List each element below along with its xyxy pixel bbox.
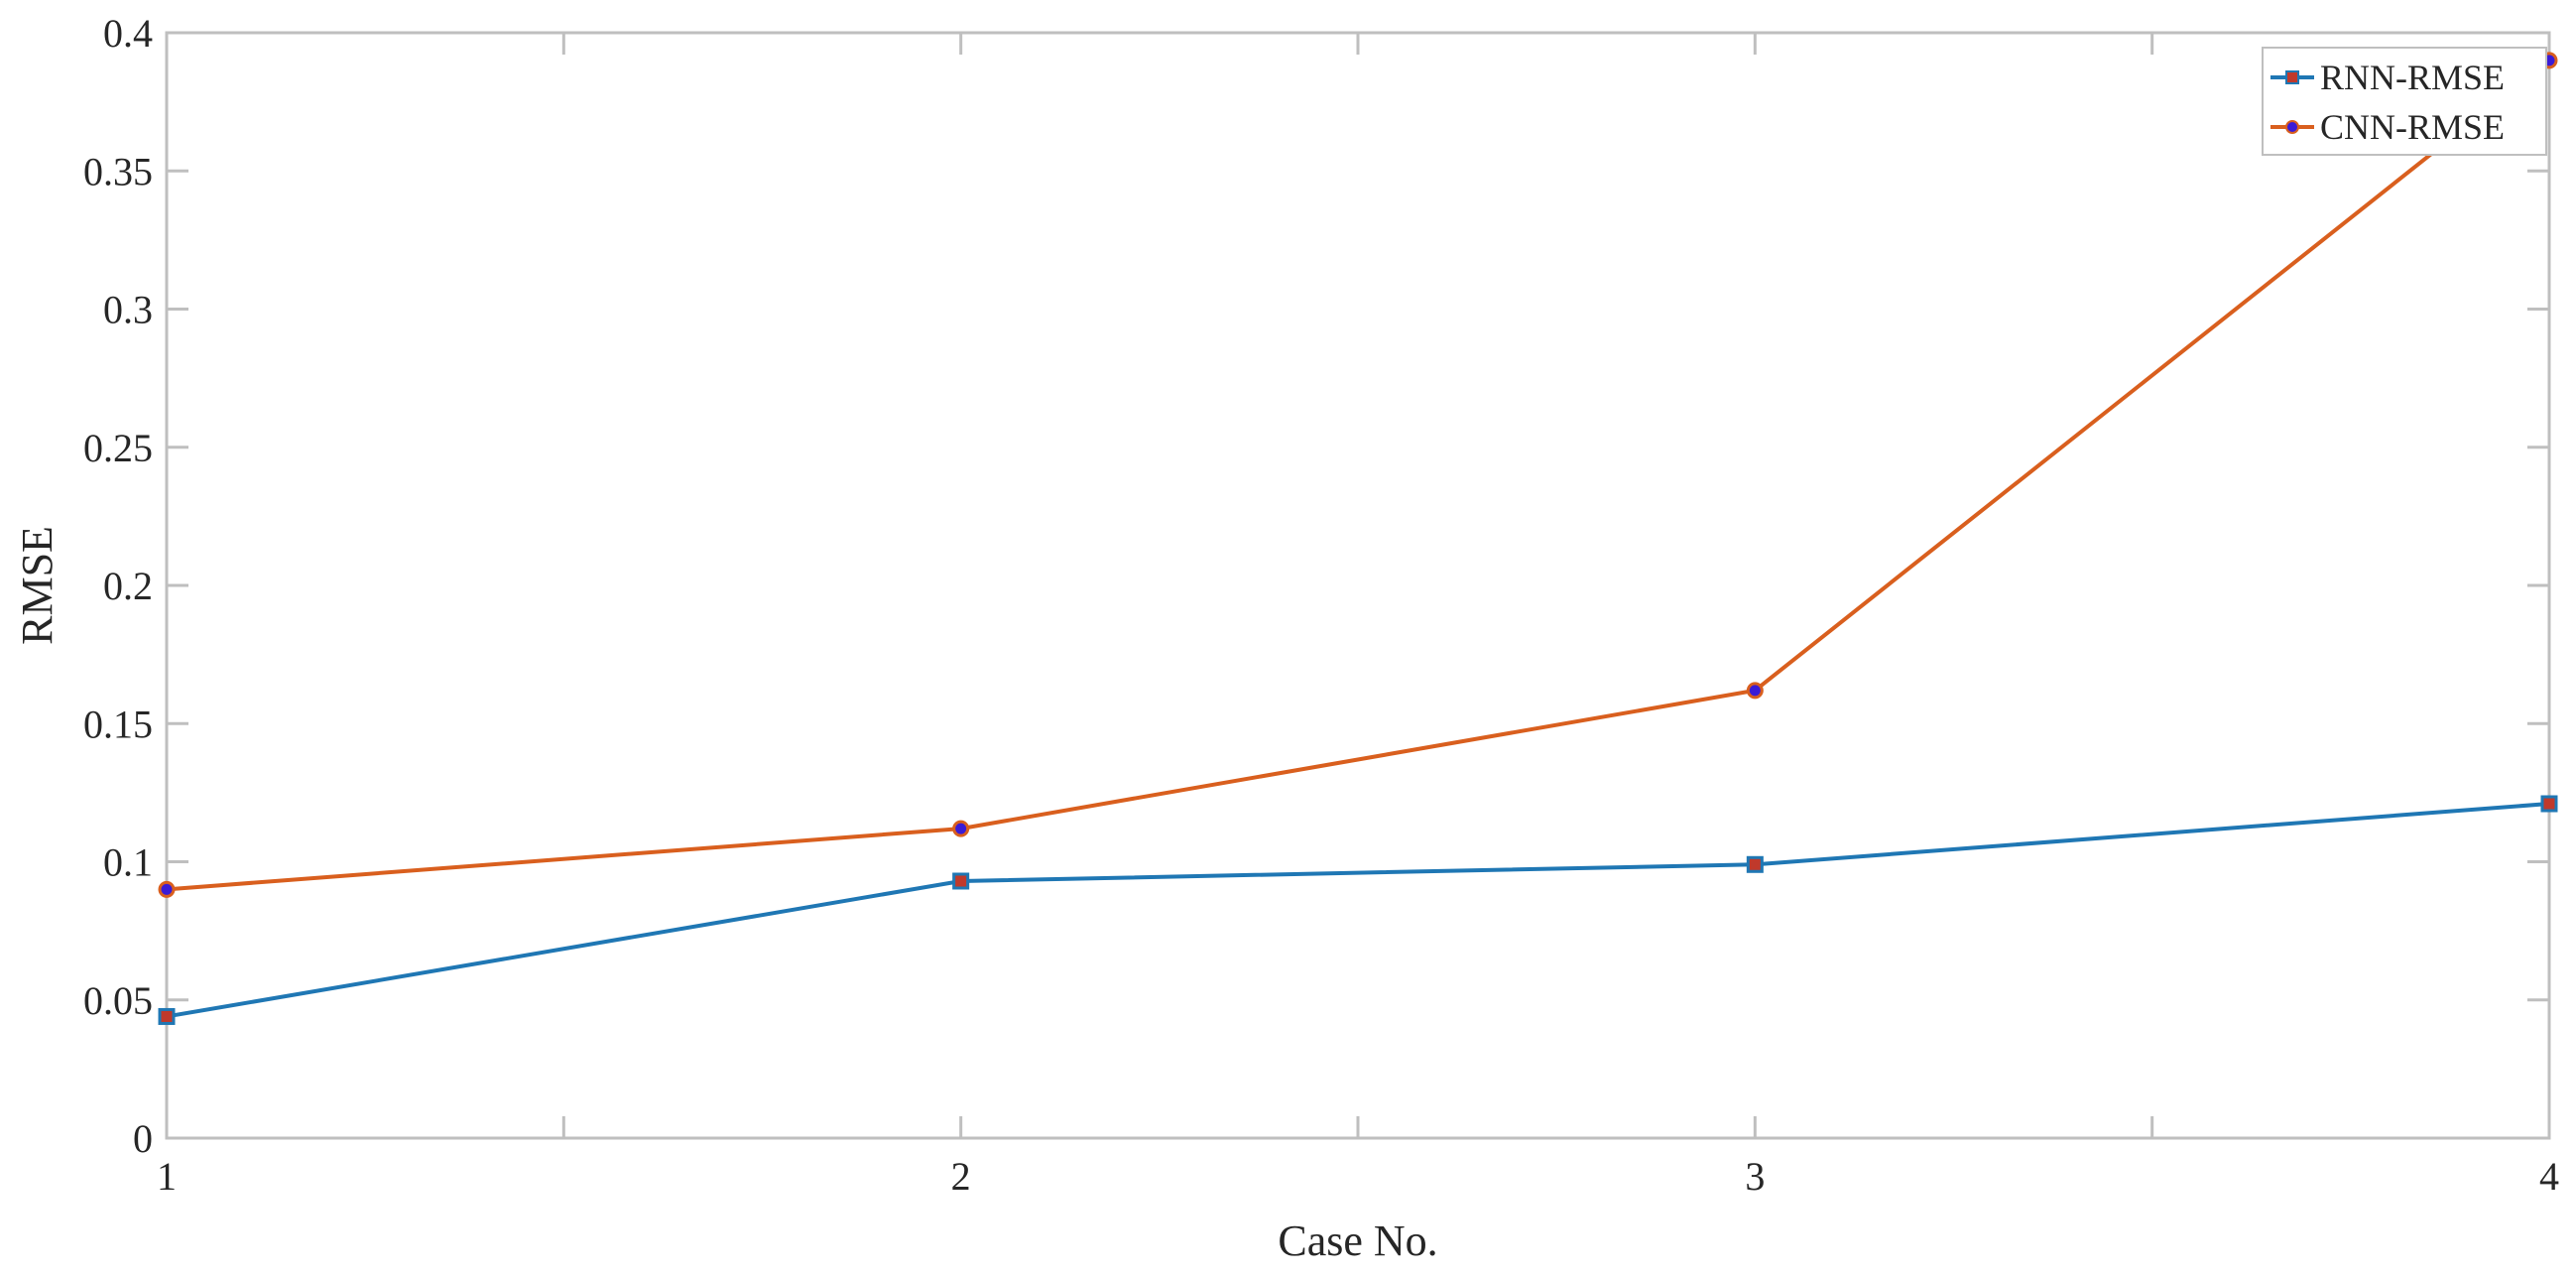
x-tick-label: 4 [2539, 1154, 2559, 1199]
y-axis-title: RMSE [13, 526, 61, 645]
legend: RNN-RMSE CNN-RMSE [2262, 47, 2547, 156]
data-point [952, 820, 970, 837]
legend-marker [2285, 120, 2299, 134]
y-tick-label: 0.05 [83, 978, 153, 1023]
y-tick-label: 0.3 [103, 288, 153, 332]
legend-marker [2285, 70, 2299, 84]
series-layer [158, 52, 2558, 1025]
y-tick-label: 0.35 [83, 149, 153, 193]
y-tick-label: 0.4 [103, 11, 153, 56]
x-axis-ticks: 1 2 3 4 [157, 33, 2559, 1199]
y-axis-ticks: 0 0.05 0.1 0.15 0.2 0.25 0.3 0.35 0.4 [83, 11, 2549, 1161]
series-line-cnn-rmse [166, 59, 2551, 892]
legend-label: CNN-RMSE [2320, 107, 2505, 147]
x-tick-label: 3 [1745, 1154, 1765, 1199]
y-tick-label: 0 [133, 1116, 153, 1161]
x-axis-title: Case No. [1278, 1216, 1437, 1265]
legend-box [2262, 47, 2547, 156]
x-tick-label: 1 [157, 1154, 177, 1199]
y-tick-label: 0.1 [103, 840, 153, 885]
plot-area [165, 31, 2551, 1140]
data-point [158, 880, 176, 898]
series-line-rnn-rmse [166, 802, 2550, 1019]
y-tick-label: 0.2 [103, 564, 153, 608]
data-point [1746, 682, 1764, 700]
data-point [1746, 855, 1764, 873]
data-point [158, 1007, 176, 1025]
x-tick-label: 2 [951, 1154, 971, 1199]
data-point [952, 872, 970, 890]
y-tick-label: 0.15 [83, 702, 153, 746]
y-tick-label: 0.25 [83, 426, 153, 470]
legend-label: RNN-RMSE [2320, 58, 2505, 97]
data-point [2540, 795, 2558, 813]
